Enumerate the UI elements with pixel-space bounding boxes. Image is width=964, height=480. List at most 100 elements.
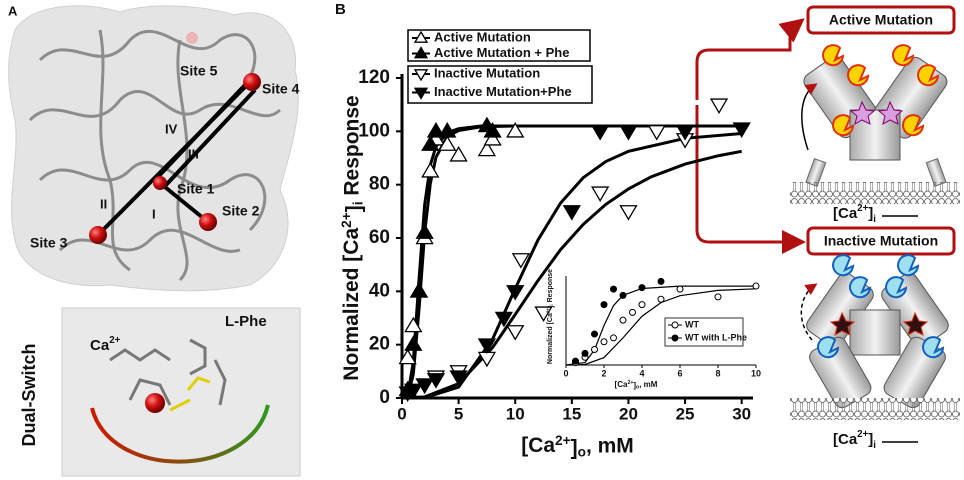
label-part: ] (868, 431, 873, 448)
x-tick-label: 8 (715, 368, 720, 378)
legend-label: Active Mutation + Phe (434, 45, 569, 60)
data-point (511, 253, 531, 269)
arrow (695, 105, 806, 254)
axis-label: [Ca2+]o, mM (521, 433, 634, 459)
label-part: [Ca (615, 380, 628, 389)
data-point (619, 205, 638, 221)
legend-label: WT with L-Phe (685, 332, 747, 342)
x-tick-label: 10 (506, 404, 525, 423)
data-point (506, 285, 525, 301)
label-part: [Ca (833, 431, 858, 448)
data-point (591, 186, 610, 202)
ligand-sticks (109, 338, 227, 412)
data-point (600, 338, 608, 346)
label-part: [Ca (521, 434, 555, 457)
label-part: o (636, 385, 639, 391)
label-part: 2+ (339, 212, 354, 228)
label-part: i (873, 440, 876, 451)
legend-box (407, 65, 593, 104)
calcium-ion (145, 393, 165, 413)
data-point (638, 301, 646, 309)
box-title: Active Mutation (829, 12, 933, 28)
label-part: Normalized [Ca (547, 313, 554, 364)
inset-label: L-Phe (225, 313, 267, 330)
legend-label: Inactive Mutation (434, 65, 540, 80)
legend-marker (671, 334, 679, 342)
data-point (506, 122, 525, 138)
label-part: i (873, 214, 876, 225)
site-label: Site 5 (180, 63, 218, 79)
label-part: Response (547, 269, 554, 305)
fit-line (566, 288, 757, 366)
legend-marker (413, 87, 429, 100)
data-point (426, 373, 446, 389)
legend-box (664, 317, 744, 347)
data-point (619, 316, 627, 324)
label-part: , mM (639, 380, 658, 389)
segment-label: III (188, 146, 199, 161)
data-point (404, 316, 423, 333)
y-tick-label: 120 (358, 67, 390, 88)
label-part: ] (571, 436, 578, 459)
panel-label: B (335, 1, 346, 18)
data-point (477, 140, 497, 157)
data-point (421, 162, 440, 178)
label-part: Normalized [Ca (340, 228, 363, 381)
segment-label: IV (165, 121, 178, 136)
data-point (438, 122, 457, 138)
data-point (409, 282, 429, 298)
data-point (398, 348, 417, 365)
legend-box (407, 29, 591, 62)
label-part: ] (548, 306, 555, 308)
fit-line (401, 124, 742, 400)
y-tick-label: 100 (358, 120, 390, 141)
label-part: 2+ (555, 433, 571, 448)
data-point (657, 277, 665, 285)
data-point (638, 284, 646, 292)
label-part: 2+ (627, 381, 633, 387)
data-point (591, 346, 598, 354)
data-point (449, 370, 468, 386)
data-point (675, 125, 695, 141)
label-part: o (578, 444, 586, 459)
label-part: 2+ (857, 429, 868, 440)
legend-marker (413, 46, 429, 59)
data-point (647, 125, 666, 141)
data-point (477, 338, 497, 354)
label-part: [Ca (833, 205, 858, 222)
inactive-cartoon (790, 254, 960, 420)
x-tick-label: 6 (677, 368, 682, 378)
legend-label: Active Mutation (434, 29, 531, 44)
data-point (483, 130, 502, 146)
site-label: Site 3 (30, 235, 68, 251)
label-part: ] (633, 381, 636, 390)
label-part: 2+ (546, 308, 551, 314)
data-point (591, 125, 610, 141)
title-box (806, 226, 956, 256)
data-point (483, 122, 502, 138)
data-point (449, 146, 468, 162)
axis-label: Normalized [Ca2+]i Response (339, 95, 365, 380)
legend-marker (413, 30, 429, 43)
data-point (752, 282, 760, 290)
label-part: Ca (90, 337, 110, 354)
data-point (657, 295, 665, 303)
y-tick-label: 80 (369, 174, 390, 195)
x-tick-label: 25 (676, 404, 695, 423)
x-tick-label: 30 (732, 404, 751, 423)
x-tick-label: 0 (397, 404, 406, 423)
inset-label: Ca2+ (90, 335, 121, 354)
site-connectors (96, 80, 257, 237)
data-point (581, 349, 589, 357)
data-point (610, 285, 617, 293)
x-tick-label: 15 (562, 404, 581, 423)
label-part: ] (342, 205, 365, 212)
y-tick-label: 20 (369, 334, 390, 355)
data-point (506, 325, 525, 341)
x-tick-label: 20 (619, 404, 638, 423)
data-point (714, 293, 722, 301)
data-point (619, 125, 638, 141)
data-point (404, 335, 423, 351)
ca-label: [Ca2+]i (833, 429, 876, 451)
